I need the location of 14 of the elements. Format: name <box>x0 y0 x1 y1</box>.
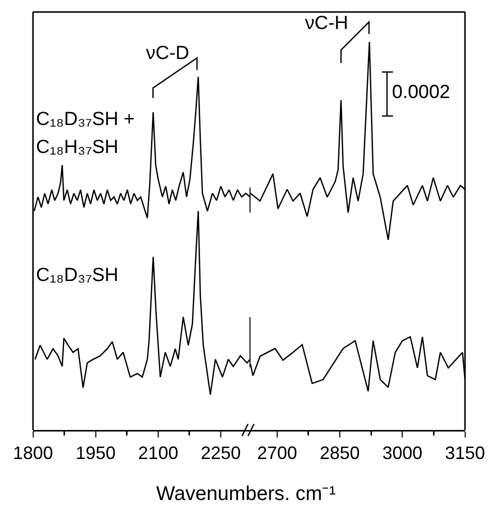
x-tick-label: 1800 <box>12 443 54 464</box>
x-tick-label: 3000 <box>382 443 422 464</box>
annotation: 0.0002 <box>392 81 450 105</box>
x-axis-title: Wavenumbers. cm⁻¹ <box>155 482 337 507</box>
series-label: C₁₈D₃₇SH <box>36 264 120 288</box>
x-tick-label: 3150 <box>444 443 486 464</box>
text: νC-H <box>305 12 348 36</box>
series-label: C₁₈D₃₇SH + C₁₈H₃₇SH <box>36 108 136 160</box>
x-tick-label: 2700 <box>257 443 298 464</box>
text: νC-D <box>146 42 190 66</box>
x-tick-label: 2250 <box>200 443 241 464</box>
x-tick-label: 1950 <box>76 443 116 464</box>
x-tick-label: 2100 <box>138 443 178 464</box>
x-tick-label: 2850 <box>320 443 360 464</box>
